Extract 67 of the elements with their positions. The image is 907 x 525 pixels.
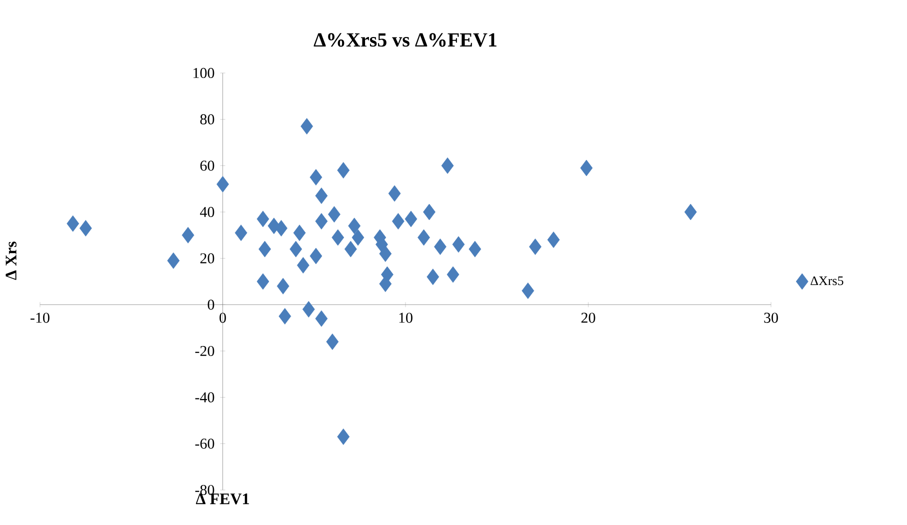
point — [302, 301, 315, 318]
point — [290, 240, 302, 258]
point — [388, 185, 401, 202]
point — [234, 224, 248, 242]
point — [182, 226, 194, 244]
point — [446, 266, 460, 283]
point — [529, 238, 542, 255]
legend-label: ΔXrs5 — [810, 276, 844, 286]
point — [344, 240, 357, 258]
point — [580, 160, 593, 176]
point — [348, 218, 361, 234]
point — [315, 213, 328, 230]
point — [296, 257, 310, 274]
point — [379, 276, 392, 292]
point — [522, 282, 534, 299]
point — [328, 206, 340, 223]
point — [293, 224, 306, 242]
point — [258, 240, 271, 258]
y-tick-label: -60 — [195, 438, 214, 449]
y-tick-label: 60 — [200, 160, 214, 171]
point — [310, 169, 322, 186]
y-tick-label: 100 — [194, 68, 214, 78]
point — [66, 215, 80, 232]
point — [337, 162, 350, 178]
y-tick-label: -20 — [195, 346, 214, 356]
point — [423, 204, 436, 220]
point — [315, 188, 328, 204]
point — [352, 229, 364, 246]
x-tick-label: 10 — [399, 312, 412, 323]
chart-title: Δ%Xrs5 vs Δ%FEV1 — [314, 33, 496, 47]
point — [300, 118, 314, 134]
x-tick-label: 20 — [581, 312, 596, 323]
x-axis-title: Δ FEV1 — [196, 494, 249, 504]
point — [379, 246, 392, 262]
point — [256, 210, 270, 228]
point — [426, 268, 440, 286]
point — [468, 240, 482, 258]
point — [404, 210, 418, 228]
point — [268, 218, 280, 234]
point — [547, 232, 560, 248]
point — [256, 273, 270, 290]
y-tick-label: 20 — [200, 253, 214, 264]
point — [326, 334, 339, 350]
y-tick-label: 80 — [200, 114, 214, 124]
point — [276, 278, 290, 294]
y-tick-label: 0 — [208, 300, 214, 310]
point — [418, 229, 430, 246]
point — [332, 229, 344, 246]
point — [310, 248, 322, 264]
x-tick-label: 30 — [764, 312, 778, 323]
point — [315, 310, 328, 327]
point — [434, 238, 446, 255]
point — [167, 252, 180, 269]
y-tick-label: -40 — [195, 392, 214, 402]
point — [452, 236, 465, 253]
point — [216, 176, 229, 192]
y-tick-label: 40 — [200, 206, 214, 218]
x-tick-label: 0 — [220, 312, 226, 323]
point — [684, 204, 697, 220]
point — [441, 157, 454, 174]
point — [392, 213, 404, 230]
x-tick-label: -10 — [30, 312, 50, 323]
point — [278, 308, 292, 324]
point — [337, 428, 350, 445]
y-axis-title: Δ Xrs — [6, 242, 16, 280]
y-tick-label: -80 — [195, 484, 214, 496]
point — [79, 220, 92, 236]
